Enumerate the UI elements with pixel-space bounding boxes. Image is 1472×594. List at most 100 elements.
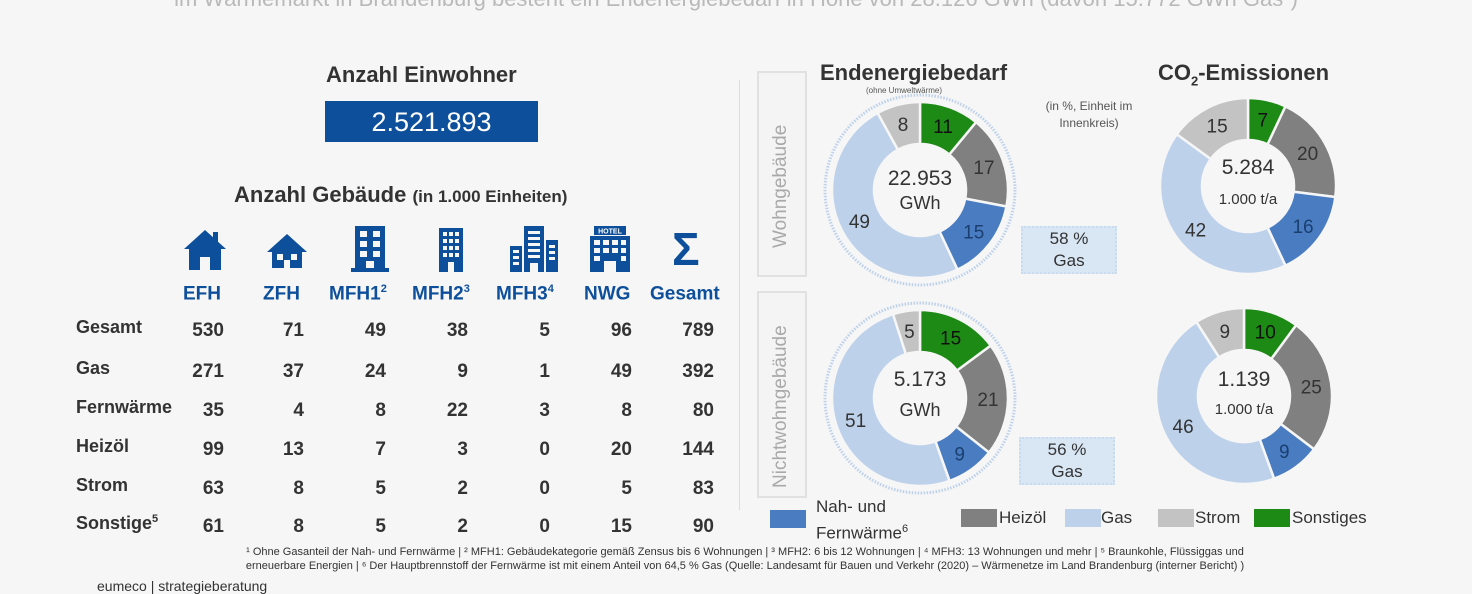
einwohner-title: Anzahl Einwohner [326,62,517,87]
table-cell: 5 [375,478,386,499]
donut-slice-label: 20 [1297,144,1318,165]
table-cell: 22 [446,400,468,421]
table-cell: 8 [293,516,304,537]
table-cell: 49 [364,320,386,341]
table-cell: 96 [610,320,632,341]
col-header-zfh: ZFH [263,283,300,305]
apartment-building-icon [351,226,389,272]
endenergie-note: (ohne Umweltwärme) [866,86,943,95]
donut-center-unit: 1.000 t/a [1215,401,1274,418]
donut-slice-strom [1175,96,1250,161]
donut-outer-ring [823,301,1017,495]
col-header-mfh3: MFH34 [496,283,554,305]
table-cell: 7 [375,439,386,460]
legend-swatch-gas [1065,509,1101,527]
side-label-nichtwohn: Nichtwohngebäude [757,291,807,498]
gas-share-wohn: 58 % Gas [1021,226,1117,274]
table-cell: 8 [375,400,386,421]
legend-label-fernwaerme: Nah- und Fernwärme6 [816,497,909,543]
donut-slice-strom [891,308,922,356]
donut-slice-label: 15 [940,328,961,349]
table-cell: 4 [293,400,304,421]
gebaeude-title-text: Anzahl Gebäude [234,182,407,207]
headline: im Wärmemarkt in Brandenburg besteht ein… [0,0,1472,12]
donut-slice-strom [875,100,922,152]
donut-slice-label: 11 [933,117,953,138]
co2-title: CO2-Emissionen [1158,60,1330,89]
table-cell: 71 [282,320,304,341]
donut-center-value: 22.953 [888,167,952,190]
table-cell: 2 [457,516,468,537]
col-header-mfh1: MFH12 [329,283,387,305]
table-cell: 35 [202,400,224,421]
donut-slice-label: 15 [1207,116,1228,137]
legend-swatch-strom [1158,509,1194,527]
donut-slice-label: 25 [1301,377,1322,398]
donut-center-value: 5.284 [1222,156,1275,179]
legend-label-heizoel: Heizöl [999,508,1047,527]
row-label: Fernwärme [76,397,173,417]
house-icon [184,230,226,270]
brand-logo-text: eumeco | strategieberatung [97,578,268,594]
table-cell: 15 [610,516,632,537]
footnote: ¹ Ohne Gasanteil der Nah- und Fernwärme … [100,545,1390,573]
donut-slice-label: 16 [1292,217,1313,238]
table-cell: 0 [539,439,550,460]
donut-co2-wohn: 7 20 16 42 15 5.284 1.000 t/a [1158,96,1338,276]
table-cell: 80 [692,400,714,421]
hotel-icon: HOTEL [590,226,630,272]
table-cell: 9 [457,361,468,382]
table-cell: 8 [293,478,304,499]
row-label: Gas [76,358,111,378]
row-label: Gesamt [76,317,143,337]
table-cell: 1 [539,361,550,382]
donut-slice-label: 51 [845,411,866,432]
legend-label-strom: Strom [1195,508,1241,527]
sigma-icon: Σ [672,223,700,275]
table-cell: 5 [375,516,386,537]
donut-slice-label: 46 [1173,417,1194,438]
table-cell: 37 [282,361,304,382]
donut-slice-label: 49 [849,212,870,233]
donut-slice-label: 21 [977,390,998,411]
donut-slice-strom [1194,306,1246,360]
donut-slice-label: 9 [1279,442,1290,463]
table-cell: 38 [446,320,468,341]
col-header-efh: EFH [183,283,221,305]
legend-swatch-sonstiges [1254,509,1290,527]
table-cell: 0 [539,516,550,537]
donut-slice-gas [1158,132,1288,276]
table-cell: 99 [202,439,224,460]
table-cell: 61 [202,516,224,537]
donut-slice-label: 9 [1220,322,1231,343]
gebaeude-unit: (in 1.000 Einheiten) [412,187,568,206]
table-cell: 49 [610,361,632,382]
donut-slice-label: 10 [1255,322,1276,343]
donut-co2-nichtwohn: 10 25 9 46 9 1.139 1.000 t/a [1154,306,1334,486]
donut-outer-ring [823,93,1017,287]
two-family-house-icon [267,234,307,268]
vertical-divider [739,80,740,510]
table-cell: 13 [282,439,304,460]
donut-center-value: 1.139 [1218,368,1271,391]
einwohner-value: 2.521.893 [325,101,538,142]
donut-slice-label: 17 [973,158,994,179]
col-header-mfh2: MFH23 [412,283,470,305]
donut-slice-label: 9 [954,444,965,465]
donut-center-unit: 1.000 t/a [1219,191,1278,208]
donut-slice-label: 8 [898,115,909,136]
table-cell: 0 [539,478,550,499]
donut-slice-label: 15 [963,223,984,244]
row-label: Sonstige5 [76,513,159,533]
footnote-line-2: erneuerbare Energien | ⁶ Der Hauptbrenns… [245,560,1245,572]
table-cell: 63 [202,478,224,499]
donut-slice-label: 7 [1258,111,1269,132]
footnote-line-1: ¹ Ohne Gasanteil der Nah- und Fernwärme … [246,546,1244,558]
table-cell: 789 [682,320,714,341]
donut-center-unit: GWh [899,193,940,213]
row-label: Strom [76,475,129,495]
donut-center-value: 5.173 [894,368,947,391]
unit-note: (in %, Einheit im Innenkreis) [1045,99,1133,130]
row-label: Heizöl [76,436,130,456]
